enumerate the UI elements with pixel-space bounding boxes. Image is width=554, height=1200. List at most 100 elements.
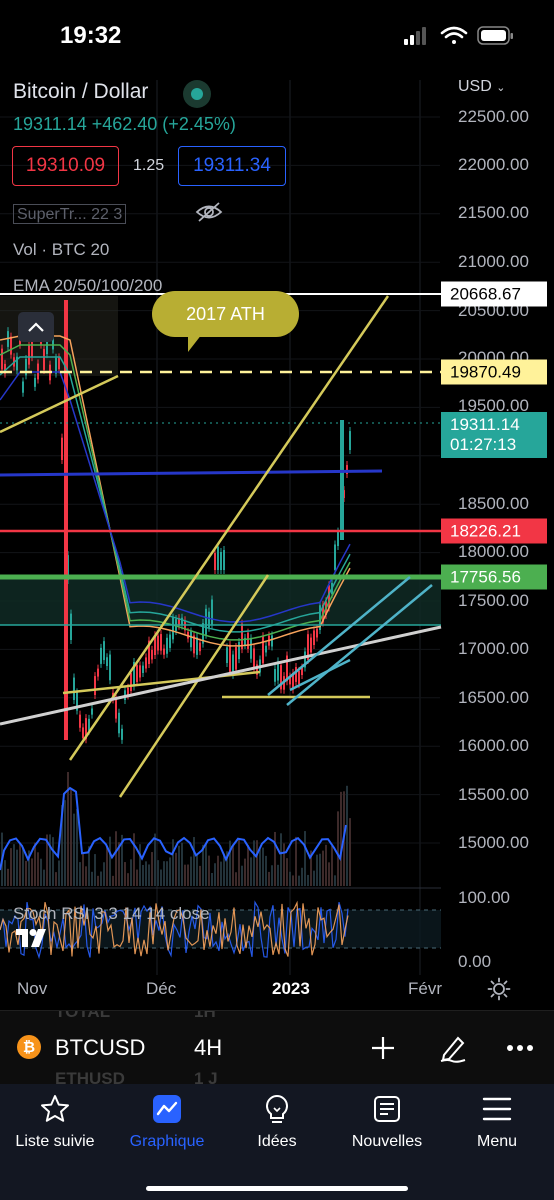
candle-body (79, 714, 81, 728)
volume-bar (229, 840, 231, 886)
sell-price-button[interactable]: 19310.09 (12, 146, 119, 186)
indicator-supertrend[interactable]: SuperTr... 22 3 (13, 204, 127, 224)
candle-body (253, 648, 255, 670)
candle-body (181, 617, 183, 626)
candle-body (208, 611, 210, 628)
candle-body (232, 654, 234, 675)
tab-chart[interactable]: Graphique (122, 1092, 212, 1162)
volume-bar (313, 870, 315, 886)
candle-body (139, 665, 141, 678)
symbol-title[interactable]: Bitcoin / Dollar (13, 80, 149, 103)
candle-body (22, 381, 24, 393)
candle-body (235, 647, 237, 670)
price-tick: 19500.00 (458, 396, 529, 415)
indicator-volume[interactable]: Vol · BTC 20 (13, 240, 110, 259)
volume-bar (73, 813, 75, 886)
star-icon (41, 1095, 69, 1122)
volume-bar (277, 864, 279, 886)
volume-bar (349, 818, 351, 886)
candle-body (151, 649, 153, 660)
volume-bar (247, 844, 249, 886)
volume-bar (130, 859, 132, 886)
volume-bar (175, 852, 177, 886)
candle-body (100, 647, 102, 664)
candle-body (145, 657, 147, 669)
status-bar: 19:32 (0, 0, 554, 70)
candle-body (289, 676, 291, 685)
ath-callout[interactable]: 2017 ATH (152, 291, 299, 337)
candle-body (313, 630, 315, 645)
eye-off-icon[interactable] (194, 200, 224, 224)
volume-bar (283, 843, 285, 886)
current-price-tag[interactable]: 19311.14 01:27:13 (441, 412, 547, 458)
volume-bar (238, 840, 240, 886)
volume-bar (166, 861, 168, 886)
chart-icon (153, 1095, 181, 1123)
volume-bar (67, 772, 69, 886)
price-tick: 17000.00 (458, 639, 529, 658)
volume-bar (163, 861, 165, 886)
candle-body (280, 665, 282, 690)
candle-body (193, 635, 195, 654)
chart-settings-icon[interactable] (487, 977, 511, 1001)
volume-bar (148, 864, 150, 886)
indicator-ema[interactable]: EMA 20/50/100/200 (13, 276, 163, 295)
candle-body (211, 599, 213, 626)
volume-bar (328, 862, 330, 886)
candle-body (55, 357, 57, 374)
price-tick: 16500.00 (458, 688, 529, 707)
candle-body (52, 333, 54, 350)
stoch-rsi-label[interactable]: Stoch RSI 3 3 14 14 close (13, 904, 210, 923)
candle-body (310, 637, 312, 653)
more-icon (507, 1045, 533, 1051)
add-indicator-button[interactable] (366, 1031, 400, 1065)
currency-selector[interactable]: USD ⌄ (458, 78, 505, 96)
tab-watchlist[interactable]: Liste suivie (10, 1092, 100, 1162)
tab-menu[interactable]: Menu (452, 1092, 542, 1162)
symbol-selector[interactable]: BTCUSD (55, 1035, 146, 1060)
candle-body (226, 647, 228, 663)
price-tick: 16000.00 (458, 736, 529, 755)
resistance-price-tag[interactable]: 18226.21 (441, 518, 547, 544)
volume-bar (232, 844, 234, 886)
candle-body (70, 613, 72, 640)
stoch-line (0, 900, 349, 957)
tab-news[interactable]: Nouvelles (342, 1092, 432, 1162)
candle-body (250, 638, 252, 659)
support-zone (0, 577, 441, 625)
candle-body (205, 608, 207, 635)
ath-2017-price-tag[interactable]: 19870.49 (441, 359, 547, 385)
volume-bar (190, 856, 192, 886)
volume-bar (286, 858, 288, 886)
chevron-down-icon: ⌄ (496, 82, 506, 94)
volume-bar (106, 845, 108, 886)
more-options-button[interactable] (503, 1031, 537, 1065)
volume-bar (22, 848, 24, 886)
ema-line (0, 344, 351, 641)
volume-bar (40, 858, 42, 886)
support-price-tag[interactable]: 17756.56 (441, 564, 547, 590)
volume-bar (331, 846, 333, 886)
chevron-up-icon (28, 322, 44, 332)
volume-bar (85, 866, 87, 886)
drawing-tools-button[interactable] (436, 1031, 470, 1065)
volume-bar (214, 863, 216, 886)
tab-ideas[interactable]: Idées (232, 1092, 322, 1162)
ath-price-tag[interactable]: 20668.67 (441, 281, 547, 307)
collapse-indicators-button[interactable] (18, 312, 54, 342)
interval-selector[interactable]: 4H (194, 1035, 223, 1060)
volume-bar (82, 852, 84, 886)
candle-body (199, 642, 201, 652)
volume-bar (184, 864, 186, 886)
volume-ma-line (0, 786, 347, 871)
volume-bar (139, 844, 141, 886)
volume-bar (235, 872, 237, 886)
price-chart[interactable] (0, 0, 554, 1010)
volume-bar (58, 860, 60, 886)
volume-bar (325, 844, 327, 886)
candle-body (4, 363, 6, 374)
volume-bar (49, 834, 51, 886)
buy-price-button[interactable]: 19311.34 (178, 146, 286, 186)
lightbulb-icon (266, 1094, 288, 1123)
volume-bar (100, 871, 102, 886)
